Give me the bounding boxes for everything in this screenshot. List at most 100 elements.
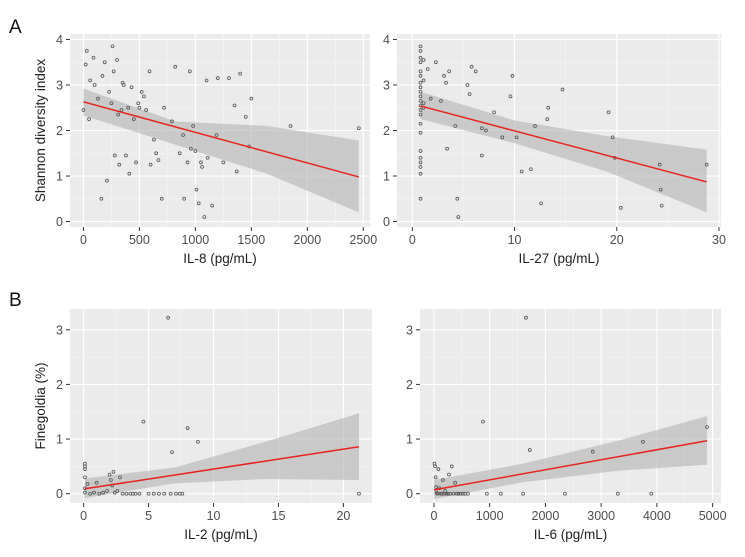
data-point (510, 74, 515, 78)
data-point (461, 491, 465, 496)
data-point (193, 149, 198, 153)
panel-label-a: A (9, 17, 22, 38)
data-point (705, 425, 709, 429)
data-point (485, 491, 489, 496)
data-point (445, 146, 449, 151)
data-point (115, 489, 120, 493)
data-point (168, 491, 173, 496)
data-point (170, 450, 174, 455)
confidence-band (83, 88, 359, 213)
data-point (215, 76, 220, 81)
x-axis-title: IL-8 (pg/mL) (183, 251, 257, 266)
data-point (107, 472, 112, 477)
data-point (481, 419, 485, 424)
data-point (610, 135, 615, 140)
y-tick-label: 0 (406, 487, 413, 501)
data-point (418, 155, 423, 160)
data-point (115, 58, 119, 62)
data-point (170, 119, 174, 124)
data-point (466, 491, 470, 496)
data-point (590, 449, 595, 454)
data-point (435, 491, 440, 496)
data-point (357, 491, 361, 496)
x-tick-label: 1000 (181, 233, 209, 247)
data-point (606, 110, 611, 115)
data-point (136, 101, 141, 106)
data-point (234, 169, 239, 174)
data-point (146, 491, 151, 496)
data-point (418, 112, 423, 117)
data-point (109, 101, 114, 106)
confidence-band (420, 91, 707, 213)
y-axis-title: Shannon diversity index (33, 59, 48, 203)
data-point (527, 448, 532, 452)
data-point (118, 475, 122, 480)
data-point (200, 165, 204, 169)
data-point (156, 158, 161, 162)
data-point (105, 178, 109, 183)
panel-label-b: B (9, 290, 22, 311)
data-point (159, 196, 164, 201)
data-point (152, 137, 156, 142)
data-point (249, 96, 254, 101)
y-tick-label: 1 (383, 170, 390, 184)
data-point (418, 103, 423, 108)
data-point (124, 153, 128, 158)
data-point (148, 162, 153, 167)
x-tick-label: 15 (272, 509, 286, 523)
data-point (144, 108, 148, 112)
data-point (127, 171, 132, 176)
y-tick-label: 4 (383, 33, 390, 47)
data-point (418, 130, 423, 135)
data-point (196, 439, 200, 444)
data-point (196, 201, 201, 206)
data-point (88, 491, 92, 496)
data-point (469, 64, 474, 69)
data-point (418, 149, 423, 153)
data-point (83, 467, 87, 471)
y-tick-label: 3 (406, 323, 413, 337)
data-point (83, 490, 87, 495)
data-point (436, 467, 441, 471)
data-point (418, 80, 423, 85)
data-point (418, 171, 423, 176)
data-point (84, 48, 89, 53)
data-point (454, 491, 459, 496)
data-point (174, 491, 178, 496)
data-point (618, 206, 623, 210)
x-tick-label: 2000 (293, 233, 321, 247)
data-point (214, 133, 219, 137)
data-point (177, 151, 182, 156)
data-point (524, 315, 528, 320)
data-point (479, 153, 484, 158)
data-point (514, 135, 519, 140)
x-tick-label: 10 (207, 509, 221, 523)
data-point (154, 151, 159, 156)
data-point (162, 105, 166, 110)
data-point (418, 44, 423, 49)
data-point (418, 196, 423, 201)
y-tick-label: 3 (383, 78, 390, 92)
x-tick-label: 1000 (476, 509, 504, 523)
data-point (191, 124, 195, 128)
data-point (418, 165, 423, 169)
data-point (447, 472, 451, 477)
data-point (446, 491, 450, 496)
data-point (533, 124, 537, 128)
data-point (101, 490, 105, 495)
x-tick-label: 0 (430, 509, 437, 523)
data-point (448, 491, 452, 496)
confidence-band (84, 413, 360, 499)
data-point (563, 491, 567, 496)
y-tick-label: 3 (56, 78, 63, 92)
data-point (546, 105, 551, 110)
data-point (418, 85, 423, 90)
chart-shannon-vs-il27: 0 10 20 30 0 1 2 3 4 IL-27 (pg/mL) (383, 33, 726, 266)
data-point (92, 83, 97, 87)
data-point (421, 78, 426, 83)
confidence-band (433, 416, 708, 500)
data-point (111, 470, 116, 474)
data-point (433, 464, 437, 469)
data-point (85, 482, 90, 486)
